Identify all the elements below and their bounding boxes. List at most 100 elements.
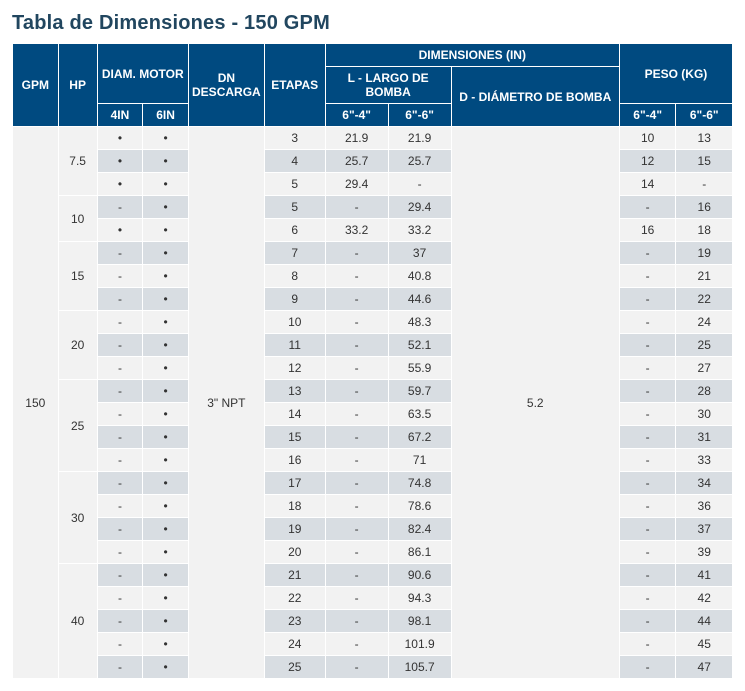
cell-dm6: • xyxy=(143,449,189,472)
table-row: 25-•13-59.7-28 xyxy=(13,380,733,403)
cell-l66: 94.3 xyxy=(388,587,451,610)
table-row: -•22-94.3-42 xyxy=(13,587,733,610)
cell-p66: 37 xyxy=(676,518,733,541)
cell-l64: - xyxy=(325,311,388,334)
cell-p64: - xyxy=(619,334,675,357)
cell-dm6: • xyxy=(143,541,189,564)
th-etapas: ETAPAS xyxy=(264,44,325,127)
cell-dm4: • xyxy=(97,219,143,242)
cell-hp: 20 xyxy=(58,311,97,380)
cell-l64: - xyxy=(325,633,388,656)
cell-l64: - xyxy=(325,656,388,679)
cell-p64: 10 xyxy=(619,127,675,150)
cell-l64: - xyxy=(325,495,388,518)
cell-p64: - xyxy=(619,242,675,265)
cell-dm4: • xyxy=(97,127,143,150)
cell-p66: - xyxy=(676,173,733,196)
th-p66: 6"-6" xyxy=(676,104,733,127)
cell-l66: 71 xyxy=(388,449,451,472)
cell-dm4: - xyxy=(97,380,143,403)
cell-p64: - xyxy=(619,472,675,495)
cell-p66: 16 xyxy=(676,196,733,219)
cell-etapas: 10 xyxy=(264,311,325,334)
table-row: -•18-78.6-36 xyxy=(13,495,733,518)
cell-l64: - xyxy=(325,518,388,541)
cell-p64: - xyxy=(619,288,675,311)
cell-hp: 7.5 xyxy=(58,127,97,196)
cell-dm6: • xyxy=(143,610,189,633)
cell-l64: - xyxy=(325,334,388,357)
table-row: -•23-98.1-44 xyxy=(13,610,733,633)
cell-l64: - xyxy=(325,449,388,472)
table-row: -•12-55.9-27 xyxy=(13,357,733,380)
cell-etapas: 22 xyxy=(264,587,325,610)
cell-p66: 31 xyxy=(676,426,733,449)
cell-dm4: - xyxy=(97,311,143,334)
cell-hp: 10 xyxy=(58,196,97,242)
cell-l66: 105.7 xyxy=(388,656,451,679)
cell-l64: - xyxy=(325,265,388,288)
cell-p66: 22 xyxy=(676,288,733,311)
cell-p66: 18 xyxy=(676,219,733,242)
cell-etapas: 16 xyxy=(264,449,325,472)
cell-dm4: - xyxy=(97,288,143,311)
cell-dm6: • xyxy=(143,587,189,610)
cell-etapas: 25 xyxy=(264,656,325,679)
th-p64: 6"-4" xyxy=(619,104,675,127)
cell-dm6: • xyxy=(143,656,189,679)
cell-dm4: - xyxy=(97,495,143,518)
cell-dm6: • xyxy=(143,265,189,288)
cell-l66: 78.6 xyxy=(388,495,451,518)
table-row: 1507.5••3" NPT321.921.95.21013 xyxy=(13,127,733,150)
cell-etapas: 12 xyxy=(264,357,325,380)
table-body: 1507.5••3" NPT321.921.95.21013••425.725.… xyxy=(13,127,733,679)
cell-etapas: 7 xyxy=(264,242,325,265)
cell-etapas: 15 xyxy=(264,426,325,449)
cell-l66: 44.6 xyxy=(388,288,451,311)
cell-p66: 27 xyxy=(676,357,733,380)
cell-p64: - xyxy=(619,357,675,380)
cell-etapas: 17 xyxy=(264,472,325,495)
th-dm-4in: 4IN xyxy=(97,104,143,127)
cell-p64: - xyxy=(619,541,675,564)
cell-dm4: - xyxy=(97,334,143,357)
cell-etapas: 18 xyxy=(264,495,325,518)
table-row: 30-•17-74.8-34 xyxy=(13,472,733,495)
cell-l64: - xyxy=(325,357,388,380)
th-l64: 6"-4" xyxy=(325,104,388,127)
dimensions-table: GPM HP DIAM. MOTOR DN DESCARGA ETAPAS DI… xyxy=(12,43,733,679)
table-row: 20-•10-48.3-24 xyxy=(13,311,733,334)
table-row: -•16-71-33 xyxy=(13,449,733,472)
cell-l64: - xyxy=(325,564,388,587)
cell-l64: - xyxy=(325,196,388,219)
cell-hp: 40 xyxy=(58,564,97,679)
cell-etapas: 21 xyxy=(264,564,325,587)
cell-dm4: - xyxy=(97,242,143,265)
cell-dm4: - xyxy=(97,564,143,587)
table-row: 10-•5-29.4-16 xyxy=(13,196,733,219)
th-peso: PESO (KG) xyxy=(619,44,732,104)
cell-etapas: 5 xyxy=(264,173,325,196)
cell-l66: 55.9 xyxy=(388,357,451,380)
cell-dm6: • xyxy=(143,334,189,357)
table-row: ••529.4-14- xyxy=(13,173,733,196)
table-row: -•25-105.7-47 xyxy=(13,656,733,679)
cell-dm6: • xyxy=(143,173,189,196)
cell-dm6: • xyxy=(143,242,189,265)
cell-dm4: - xyxy=(97,633,143,656)
cell-dm4: - xyxy=(97,265,143,288)
cell-dm6: • xyxy=(143,288,189,311)
cell-p64: 12 xyxy=(619,150,675,173)
cell-l66: 101.9 xyxy=(388,633,451,656)
cell-dm6: • xyxy=(143,196,189,219)
cell-p66: 45 xyxy=(676,633,733,656)
cell-p66: 33 xyxy=(676,449,733,472)
cell-l64: 33.2 xyxy=(325,219,388,242)
cell-p66: 44 xyxy=(676,610,733,633)
cell-dm6: • xyxy=(143,472,189,495)
cell-dm6: • xyxy=(143,564,189,587)
cell-l64: - xyxy=(325,587,388,610)
cell-dm4: - xyxy=(97,518,143,541)
cell-etapas: 14 xyxy=(264,403,325,426)
cell-p66: 24 xyxy=(676,311,733,334)
